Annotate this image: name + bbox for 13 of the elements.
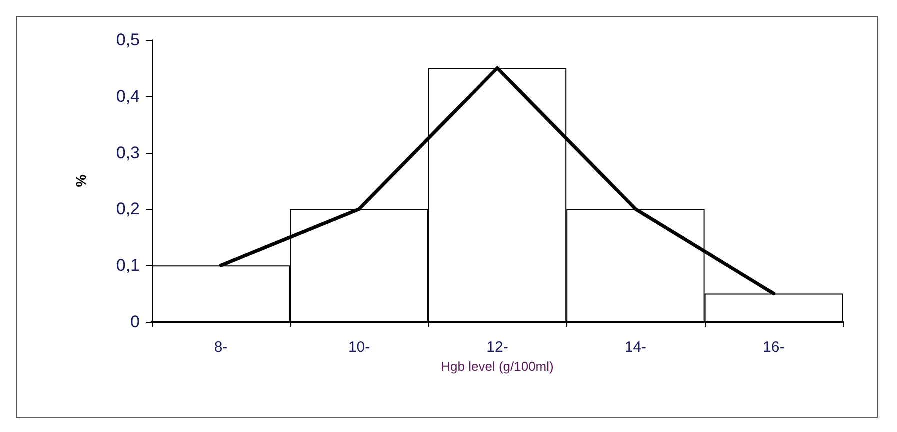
y-axis-title: %	[73, 174, 89, 188]
x-tick-label: 10-	[348, 339, 370, 356]
y-tick-label: 0,4	[116, 86, 140, 106]
x-tick-label: 12-	[486, 339, 508, 356]
y-tick-label: 0	[130, 312, 140, 332]
y-tick-label: 0,3	[116, 143, 140, 162]
y-tick-label: 0,5	[116, 30, 140, 50]
x-tick-label: 14-	[624, 339, 647, 356]
x-axis-title: Hgb level (g/100ml)	[441, 358, 554, 374]
y-tick-label: 0,1	[116, 256, 140, 276]
x-tick-label: 16-	[763, 339, 785, 356]
y-tick-label: 0,2	[116, 200, 140, 219]
x-tick-label: 8-	[214, 339, 228, 356]
